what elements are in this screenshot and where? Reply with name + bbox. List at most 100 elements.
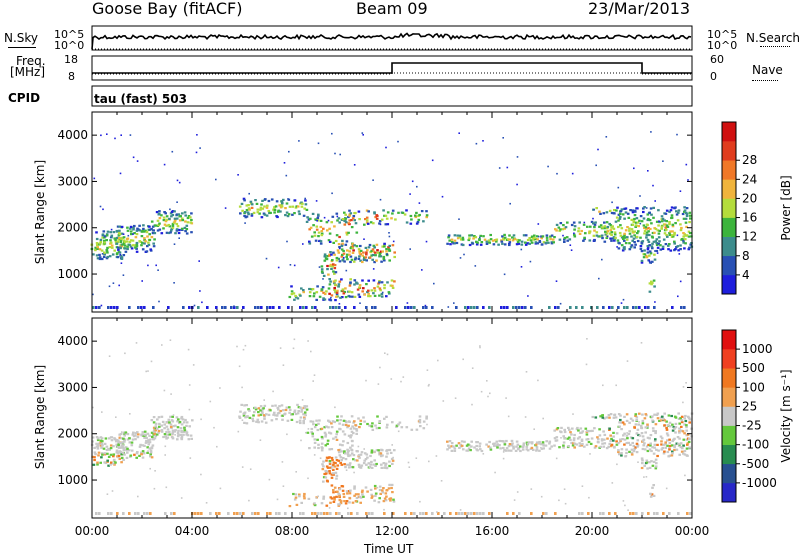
data-cell [482,235,485,238]
data-cell [182,433,185,436]
data-cell [313,446,316,449]
data-cell [154,224,157,227]
data-cell [660,437,664,440]
data-cell [680,415,684,418]
data-cell [359,419,363,422]
data-cell [609,224,613,227]
data-cell [449,243,452,246]
data-cell [668,454,672,457]
data-cell [186,221,190,224]
data-cell [110,228,113,231]
data-cell [149,449,153,452]
data-cell [157,223,160,227]
data-cell [629,512,632,515]
data-cell [668,448,671,451]
data-cell [273,206,276,209]
data-cell [335,212,339,215]
data-cell [373,289,377,292]
data-cell [363,223,366,226]
data-cell [542,241,546,244]
data-cell [620,208,624,211]
data-cell [128,306,131,309]
data-cell [334,406,336,409]
data-cell [502,440,505,443]
data-cell [507,445,511,448]
data-cell [627,216,631,219]
data-cell [391,421,394,424]
data-cell [668,444,672,448]
data-cell [357,445,360,448]
data-cell [245,204,249,207]
data-cell [512,445,515,448]
data-cell [683,306,686,309]
data-cell [348,290,351,293]
data-cell [478,442,482,445]
data-cell [173,217,177,220]
data-cell [342,492,346,496]
data-cell [678,453,681,456]
data-cell [350,219,353,222]
data-cell [178,237,180,239]
data-cell [619,418,622,422]
data-cell [500,240,504,243]
data-cell [447,306,450,308]
data-cell [270,198,274,201]
data-cell [379,366,381,369]
data-cell [624,211,628,214]
data-cell [149,455,152,458]
data-cell [664,443,667,446]
data-cell [661,247,665,250]
data-cell [636,232,639,235]
data-cell [654,438,657,441]
data-cell [320,449,324,452]
data-cell [679,446,683,449]
data-cell [347,215,350,219]
data-cell [183,226,187,229]
data-cell [346,463,349,466]
data-cell [540,446,542,449]
data-cell [265,214,269,217]
data-cell [688,421,691,424]
data-cell [325,221,329,224]
data-cell [588,232,591,235]
data-cell [658,220,660,222]
data-cell [535,443,538,446]
data-cell [389,451,393,454]
data-cell [305,208,309,211]
data-cell [162,216,166,219]
data-cell [388,259,391,262]
data-cell [419,425,422,428]
data-cell [182,421,186,424]
data-cell [585,433,589,436]
data-cell [659,419,663,422]
data-cell [525,371,528,373]
data-cell [643,417,647,420]
data-cell [363,448,365,450]
data-cell [688,246,691,249]
data-cell [101,444,104,447]
data-cell [524,306,527,309]
data-cell [581,430,585,433]
data-cell [526,242,530,245]
data-cell [480,390,483,393]
data-cell [511,442,514,445]
data-cell [474,265,477,267]
data-cell [651,415,654,418]
data-cell [183,426,186,429]
data-cell [335,477,338,480]
data-cell [479,236,481,239]
data-cell [603,442,607,445]
data-cell [454,397,457,399]
data-cell [123,448,126,451]
data-cell [394,218,397,221]
data-cell [95,237,99,241]
data-cell [145,250,149,253]
data-cell [152,426,156,429]
data-cell [178,219,182,222]
data-cell [248,416,252,419]
data-cell [238,415,241,418]
data-cell [286,215,290,218]
data-cell [612,236,616,239]
data-cell [537,235,540,238]
data-cell [319,225,323,229]
